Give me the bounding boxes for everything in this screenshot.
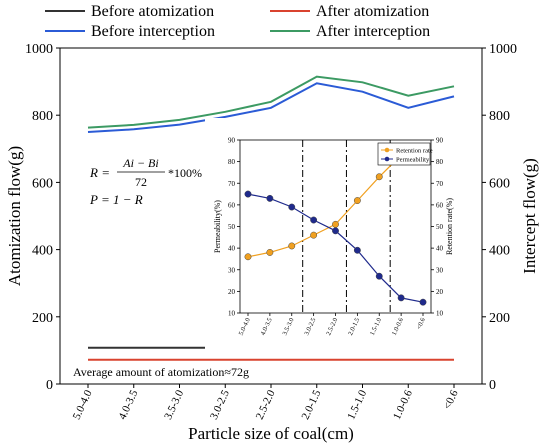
inset-y-tick-label: 60 (228, 201, 236, 209)
y2-tick-label: 200 (489, 311, 510, 326)
y2-tick-label: 600 (489, 176, 510, 191)
inset-x-tick-label: <0.6 (415, 316, 427, 330)
y-tick-label: 800 (32, 109, 53, 124)
inset-y2-axis-title: Retention rate(%) (445, 198, 454, 255)
legend-label: Before atomization (91, 3, 214, 20)
x-tick-label: 5.0-4.0 (71, 388, 95, 422)
inset-y2-tick-label: 70 (436, 180, 444, 188)
inset-legend-marker (384, 147, 390, 153)
inset-point-0 (332, 220, 339, 228)
inset-point-1 (397, 294, 405, 302)
inset-point-0 (244, 253, 252, 261)
inset-y2-tick-label: 20 (436, 288, 444, 296)
x-tick-label: 1.0-0.6 (391, 388, 415, 422)
y-tick-label: 1000 (25, 42, 53, 57)
inset-point-1 (375, 272, 383, 280)
y2-axis-title: Intercept flow(g) (520, 158, 539, 274)
x-tick-label: 2.5-2.0 (254, 388, 278, 422)
inset-y-tick-label: 90 (228, 137, 236, 145)
y-tick-label: 400 (32, 244, 53, 259)
inset-y-tick-label: 20 (228, 288, 236, 296)
x-tick-label: 1.5-1.0 (345, 388, 369, 422)
y-tick-label: 600 (32, 176, 53, 191)
average-annotation: Average amount of atomization≈72g (73, 365, 249, 379)
y-tick-label: 200 (32, 311, 53, 326)
inset-y2-tick-label: 40 (436, 245, 444, 253)
inset-point-0 (375, 173, 383, 181)
y2-tick-label: 400 (489, 244, 510, 259)
legend-label: Before interception (91, 23, 215, 40)
inset-y2-tick-label: 10 (436, 310, 444, 318)
y2-tick-label: 0 (489, 378, 496, 393)
inset-point-0 (353, 197, 361, 205)
inset-point-1 (353, 246, 361, 254)
inset-y2-tick-label: 90 (436, 137, 444, 145)
inset-y2-tick-label: 50 (436, 223, 444, 231)
inset-point-0 (310, 231, 318, 239)
inset-y-tick-label: 40 (228, 245, 236, 253)
x-tick-label: 4.0-3.5 (116, 388, 140, 422)
inset-legend-label: Permeability (396, 157, 430, 164)
legend-label: After interception (316, 23, 430, 40)
inset-legend-label: Retention rate (396, 148, 433, 155)
inset-legend-marker (384, 156, 390, 162)
inset-y-tick-label: 50 (228, 223, 236, 231)
inset-point-0 (288, 242, 296, 250)
inset-point-1 (310, 216, 318, 224)
inset-y2-tick-label: 80 (436, 158, 444, 166)
y2-tick-label: 1000 (489, 42, 517, 57)
formula-r-numerator: Ai − Bi (122, 156, 158, 170)
series-line-2 (87, 82, 455, 133)
y2-tick-label: 800 (489, 109, 510, 124)
inset-point-1 (419, 298, 427, 306)
legend-label: After atomization (316, 3, 429, 20)
inset-y2-tick-label: 60 (436, 201, 444, 209)
formula-r-denominator: 72 (135, 175, 147, 189)
y-tick-label: 0 (46, 378, 53, 393)
x-tick-label: 3.0-2.5 (208, 388, 232, 422)
series-line-3 (87, 75, 455, 129)
inset-y-tick-label: 30 (228, 266, 236, 274)
formula-r-lhs: R = (89, 165, 110, 180)
inset-y-tick-label: 80 (228, 158, 236, 166)
inset-y-tick-label: 70 (228, 180, 236, 188)
inset-point-1 (244, 190, 252, 198)
x-tick-label: 2.0-1.5 (299, 388, 323, 422)
x-tick-label: 3.5-3.0 (162, 388, 186, 422)
y-axis-title: Atomization flow(g) (5, 146, 24, 286)
inset-point-1 (266, 194, 274, 202)
formula-r-tail: *100% (168, 166, 202, 180)
formula-p: P = 1 − R (89, 192, 143, 207)
inset-y-axis-title: Permeability(%) (213, 200, 222, 253)
inset-point-0 (266, 249, 274, 256)
x-tick-label: <0.6 (441, 388, 461, 412)
inset-y2-tick-label: 30 (436, 266, 444, 274)
inset-point-1 (288, 203, 296, 211)
inset-y-tick-label: 10 (228, 310, 236, 318)
inset-point-1 (332, 227, 339, 235)
x-axis-title: Particle size of coal(cm) (188, 424, 354, 443)
